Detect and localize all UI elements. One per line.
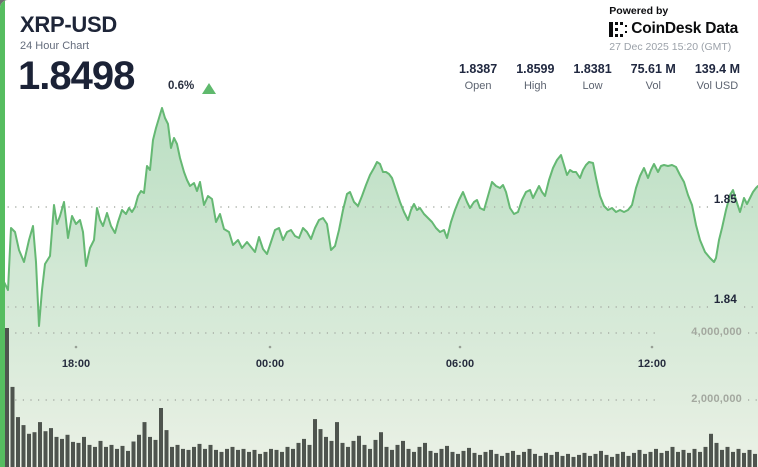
- accent-stripe: [0, 0, 5, 467]
